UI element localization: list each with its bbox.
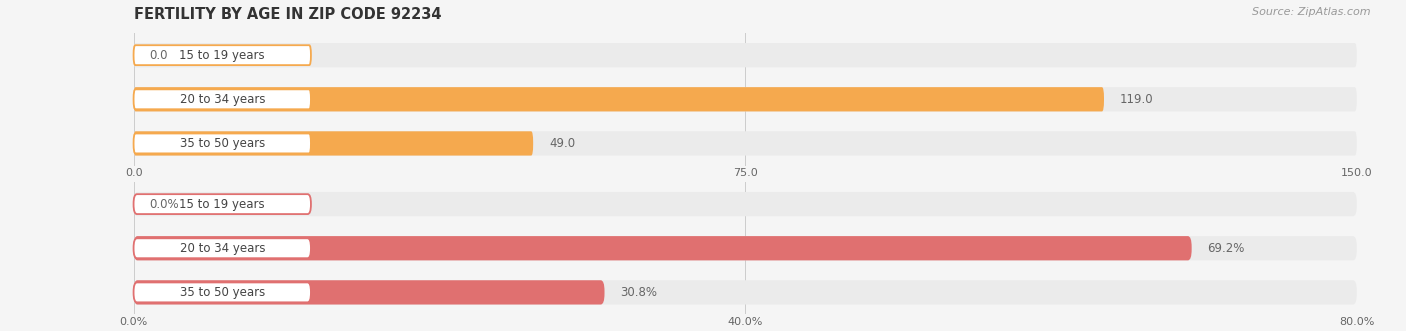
FancyBboxPatch shape <box>134 87 1357 112</box>
FancyBboxPatch shape <box>134 282 311 302</box>
Text: 35 to 50 years: 35 to 50 years <box>180 286 264 299</box>
FancyBboxPatch shape <box>134 133 311 153</box>
Text: FERTILITY BY AGE IN ZIP CODE 92234: FERTILITY BY AGE IN ZIP CODE 92234 <box>134 7 441 22</box>
FancyBboxPatch shape <box>134 280 605 305</box>
Text: 0.0: 0.0 <box>149 49 167 62</box>
FancyBboxPatch shape <box>134 236 1357 260</box>
Text: 49.0: 49.0 <box>550 137 575 150</box>
FancyBboxPatch shape <box>134 236 1192 260</box>
FancyBboxPatch shape <box>134 45 311 65</box>
Text: 69.2%: 69.2% <box>1208 242 1244 255</box>
FancyBboxPatch shape <box>134 43 1357 67</box>
FancyBboxPatch shape <box>134 280 1357 305</box>
Text: 0.0%: 0.0% <box>149 198 179 211</box>
Text: 20 to 34 years: 20 to 34 years <box>180 93 264 106</box>
FancyBboxPatch shape <box>134 238 311 258</box>
Text: 15 to 19 years: 15 to 19 years <box>180 49 266 62</box>
FancyBboxPatch shape <box>134 131 1357 156</box>
Text: 30.8%: 30.8% <box>620 286 658 299</box>
Text: 35 to 50 years: 35 to 50 years <box>180 137 264 150</box>
Text: 119.0: 119.0 <box>1121 93 1153 106</box>
FancyBboxPatch shape <box>134 131 533 156</box>
Text: Source: ZipAtlas.com: Source: ZipAtlas.com <box>1253 7 1371 17</box>
FancyBboxPatch shape <box>134 192 1357 216</box>
FancyBboxPatch shape <box>134 194 311 214</box>
Text: 15 to 19 years: 15 to 19 years <box>180 198 266 211</box>
FancyBboxPatch shape <box>134 89 311 109</box>
Text: 20 to 34 years: 20 to 34 years <box>180 242 264 255</box>
FancyBboxPatch shape <box>134 87 1104 112</box>
